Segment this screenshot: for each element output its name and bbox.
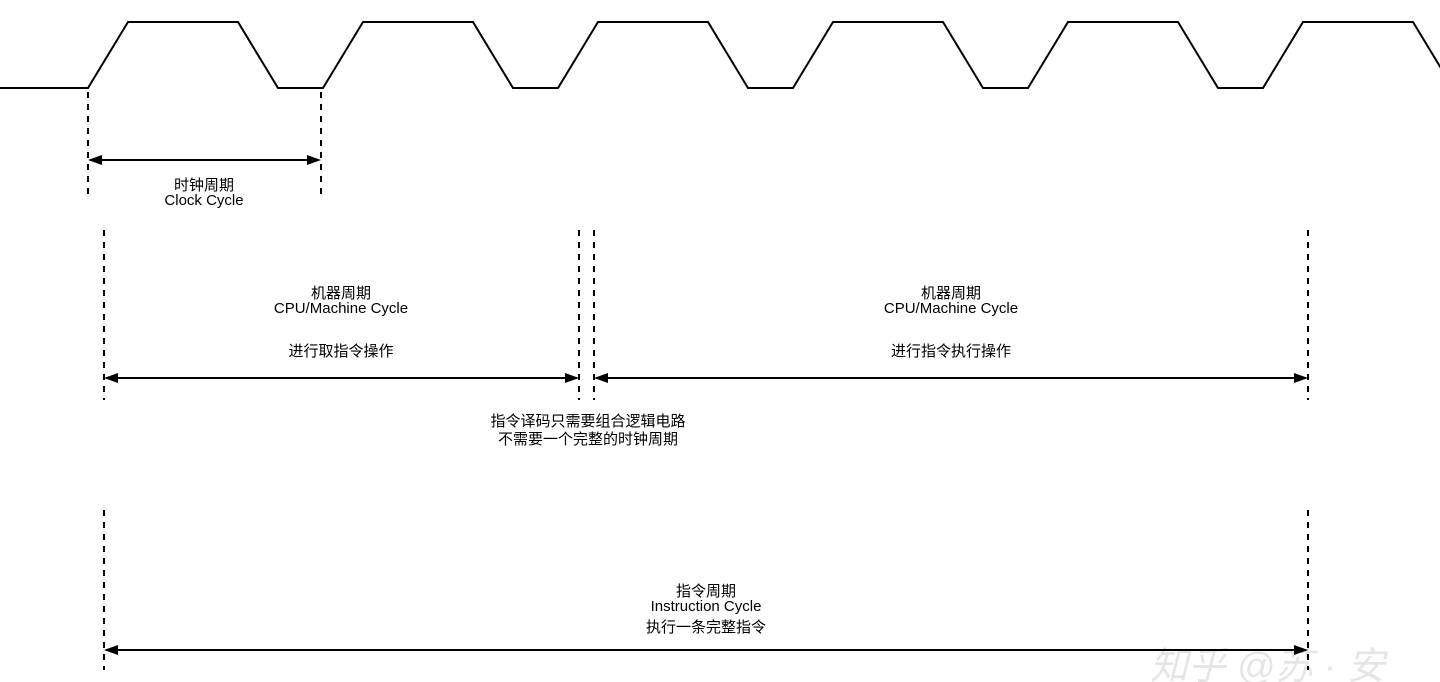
- ic-arrow-head-r: [1294, 645, 1308, 655]
- decode-note-l2: 不需要一个完整的时钟周期: [498, 428, 678, 449]
- clock-cycle-arrow-head-r: [307, 155, 321, 165]
- clock-cycle-label-en: Clock Cycle: [164, 192, 243, 209]
- machine-cycle-left-l2: CPU/Machine Cycle: [274, 300, 408, 317]
- machine-cycle-right-l2: CPU/Machine Cycle: [884, 300, 1018, 317]
- clock-waveform: [0, 22, 1440, 88]
- clock-cycle-arrow-head-l: [88, 155, 102, 165]
- machine-cycle-left-l3: 进行取指令操作: [288, 340, 393, 361]
- instruction-cycle-l3: 执行一条完整指令: [646, 616, 766, 637]
- ic-arrow-head-l: [104, 645, 118, 655]
- mc-arrow-right-head-r: [1294, 373, 1308, 383]
- mc-arrow-left-head-r: [565, 373, 579, 383]
- machine-cycle-right-l3: 进行指令执行操作: [891, 340, 1011, 361]
- instruction-cycle-l2: Instruction Cycle: [651, 598, 762, 615]
- mc-arrow-right-head-l: [594, 373, 608, 383]
- mc-arrow-left-head-l: [104, 373, 118, 383]
